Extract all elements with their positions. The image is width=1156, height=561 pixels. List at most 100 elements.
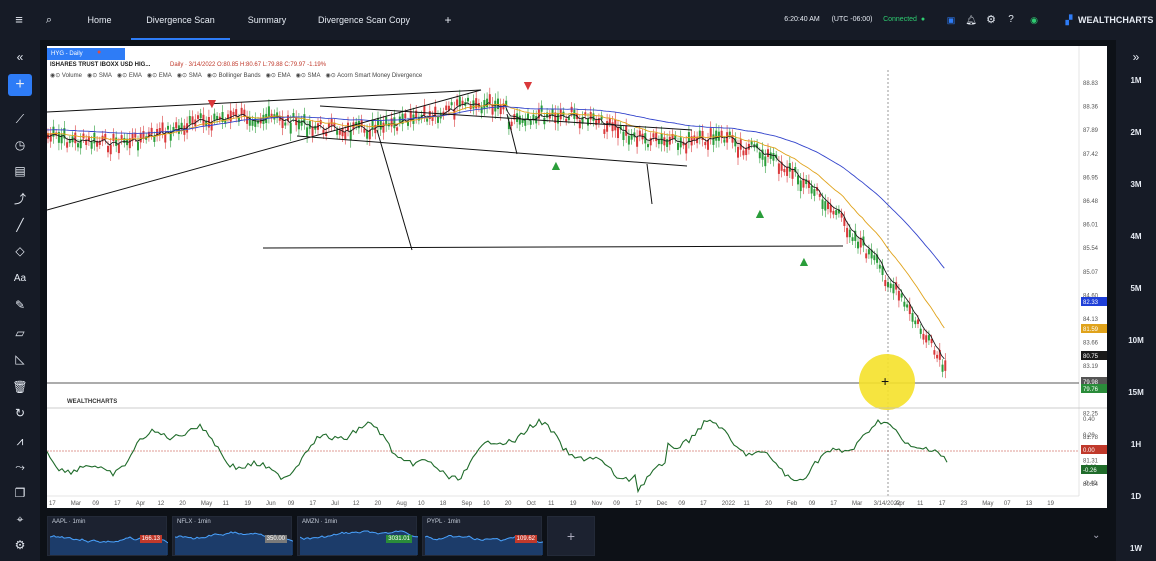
calendar-icon[interactable]: ▤ xyxy=(14,164,26,178)
candle-body xyxy=(647,144,649,148)
study-1[interactable]: ◉⊙ SMA xyxy=(86,73,112,79)
ticker-widget[interactable]: PYPL · 1min 109.62 xyxy=(422,516,543,556)
line-chart-icon[interactable]: ⟋ xyxy=(15,112,25,126)
expand-icon[interactable]: » xyxy=(1132,50,1140,64)
ruler-icon[interactable]: ▱ xyxy=(15,326,25,340)
tab-divergence-scan[interactable]: Divergence Scan xyxy=(146,15,215,25)
settings-icon[interactable]: ⚙ xyxy=(14,538,26,552)
pencil-icon[interactable]: ✎ xyxy=(14,298,26,312)
trash-icon[interactable]: 🗑︎ xyxy=(12,380,28,394)
candle-body xyxy=(180,122,183,130)
candle-body xyxy=(559,109,562,120)
collapse-icon[interactable]: « xyxy=(16,50,24,64)
candle-body xyxy=(401,113,404,125)
signal-arrow-icon: ▼ xyxy=(521,77,535,93)
candle-body xyxy=(660,133,663,145)
candle-body xyxy=(445,105,448,111)
line-draw-icon[interactable]: ╱ xyxy=(16,218,24,232)
candle-body xyxy=(906,304,909,308)
search-icon[interactable]: ⌕ xyxy=(45,14,53,26)
candle-body xyxy=(832,210,835,215)
layers-icon[interactable]: ⤳ xyxy=(15,460,25,474)
trend-icon[interactable]: ⤴ xyxy=(13,192,26,206)
price-label-box xyxy=(1081,297,1107,306)
interval-5m[interactable]: 5M xyxy=(1130,284,1142,293)
tab-home[interactable]: Home xyxy=(87,15,112,25)
candle-body xyxy=(897,290,900,301)
symbol-tab[interactable]: HYG - Daily xyxy=(47,48,125,60)
candle-body xyxy=(240,107,243,115)
candle-body xyxy=(60,134,63,144)
candle-body xyxy=(93,132,96,144)
add-widget-button[interactable]: + xyxy=(547,516,595,556)
tab-summary[interactable]: Summary xyxy=(247,15,287,25)
date-tick: 17 xyxy=(309,501,316,507)
candle-body xyxy=(188,116,191,124)
gear-icon[interactable]: ⚙ xyxy=(986,14,996,26)
candle-body xyxy=(289,122,292,134)
bell-icon[interactable]: 🔔︎ xyxy=(965,15,977,25)
osc-tick: -0.40 xyxy=(1083,481,1097,487)
chevron-down-icon[interactable]: ⌄ xyxy=(1092,530,1101,541)
save-icon[interactable]: ▣ xyxy=(946,15,956,25)
candle-body xyxy=(802,178,805,188)
menu-icon[interactable]: ≡ xyxy=(15,12,23,27)
close-symbol-dot-icon[interactable]: ● xyxy=(97,49,102,56)
interval-1w[interactable]: 1W xyxy=(1130,544,1142,553)
ticker-widget[interactable]: AAPL · 1min 166.13 xyxy=(47,516,168,556)
indicator-icon[interactable]: ⩘ xyxy=(16,434,24,448)
candle-body xyxy=(709,128,712,138)
candle-body xyxy=(344,131,347,139)
help-icon[interactable]: ? xyxy=(1008,14,1014,25)
text-icon[interactable]: Aa xyxy=(13,273,27,284)
candle-body xyxy=(57,131,60,143)
study-3[interactable]: ◉⊙ EMA xyxy=(146,73,172,79)
ticker-price: 350.00 xyxy=(264,535,287,543)
interval-10m[interactable]: 10M xyxy=(1128,336,1144,345)
timezone[interactable]: (UTC -06:00) xyxy=(831,16,873,23)
candle-body xyxy=(529,120,532,125)
copy-icon[interactable]: ❐ xyxy=(14,486,26,500)
interval-1m[interactable]: 1M xyxy=(1130,76,1142,85)
shapes-icon[interactable]: ◇ xyxy=(15,244,25,258)
target-icon[interactable]: ⌖ xyxy=(16,512,24,526)
candle-body xyxy=(243,109,246,117)
interval-1h[interactable]: 1H xyxy=(1130,440,1142,449)
connected-dot-icon: ● xyxy=(920,16,926,23)
study-5[interactable]: ◉⊙ Bollinger Bands xyxy=(206,73,261,79)
study-2[interactable]: ◉⊙ EMA xyxy=(116,73,142,79)
interval-4m[interactable]: 4M xyxy=(1130,232,1142,241)
candle-body xyxy=(843,217,846,226)
candle-body xyxy=(164,133,167,143)
ticker-widget[interactable]: NFLX · 1min 350.00 xyxy=(172,516,293,556)
measure-icon[interactable]: ◺ xyxy=(15,352,25,366)
study-4[interactable]: ◉⊙ SMA xyxy=(176,73,202,79)
ticker-widget[interactable]: AMZN · 1min 3031.01 xyxy=(297,516,418,556)
study-7[interactable]: ◉⊙ SMA xyxy=(295,73,321,79)
interval-15m[interactable]: 15M xyxy=(1128,388,1144,397)
lightbulb-icon[interactable]: ◉ xyxy=(1030,15,1038,25)
candle-body xyxy=(109,144,112,155)
clock-icon[interactable]: ◷ xyxy=(14,138,26,152)
chart-area[interactable]: 88.83 88.36 87.89 87.42 86.95 86.48 86.01 85.54… xyxy=(46,46,1107,559)
interval-3m[interactable]: 3M xyxy=(1130,180,1142,189)
crosshair-plus-icon[interactable]: + xyxy=(8,74,32,96)
date-tick: Jun xyxy=(266,501,276,507)
add-tab-icon[interactable]: + xyxy=(444,13,452,27)
candle-body xyxy=(521,118,524,123)
study-6[interactable]: ◉⊙ EMA xyxy=(265,73,291,79)
date-tick: 20 xyxy=(765,501,772,507)
interval-2m[interactable]: 2M xyxy=(1130,128,1142,137)
signal-arrow-icon: ▲ xyxy=(753,205,767,221)
candle-body xyxy=(720,130,723,138)
tab-divergence-scan-copy[interactable]: Divergence Scan Copy xyxy=(317,15,411,25)
interval-1d[interactable]: 1D xyxy=(1130,492,1142,501)
candle-body xyxy=(737,146,739,158)
magnet-icon[interactable]: ↻ xyxy=(14,406,26,420)
study-0[interactable]: ◉⊙ Volume xyxy=(50,73,82,79)
candle-body xyxy=(685,143,688,154)
chart-svg[interactable]: 88.83 88.36 87.89 87.42 86.95 86.48 86.01 85.54… xyxy=(46,46,1107,559)
candle-body xyxy=(848,229,851,238)
candle-body xyxy=(227,114,229,119)
study-8[interactable]: ◉⊙ Acorn Smart Money Divergence xyxy=(325,73,423,79)
